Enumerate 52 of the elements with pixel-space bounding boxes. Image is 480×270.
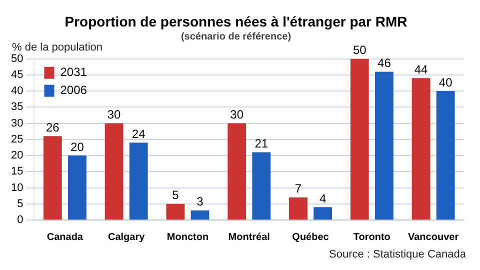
y-tick-label: 15 (10, 166, 24, 178)
y-tick-label: 25 (10, 133, 24, 146)
data-label: 44 (414, 62, 428, 76)
bar (374, 72, 394, 220)
y-tick-label: 40 (10, 85, 24, 98)
bar (104, 123, 124, 220)
legend-label: 2006 (60, 83, 88, 98)
data-label: 7 (294, 182, 302, 196)
x-tick-label: Canada (46, 232, 84, 243)
bar (228, 123, 246, 220)
legend-label: 2031 (60, 65, 88, 80)
chart-subtitle: (scénario de référence) (180, 32, 292, 43)
bar (190, 210, 210, 220)
bar (129, 142, 148, 220)
bar (252, 152, 271, 220)
data-label: 24 (132, 126, 146, 141)
y-tick-label: 50 (10, 52, 24, 65)
x-tick-label: Montréal (228, 232, 270, 243)
bar (68, 156, 86, 220)
data-label: 4 (319, 191, 326, 206)
y-tick-label: 0 (17, 214, 24, 226)
bar (436, 91, 455, 220)
data-label: 5 (172, 188, 180, 202)
y-axis-title: % de la population (12, 41, 103, 54)
bar (350, 58, 369, 220)
data-label: 3 (196, 194, 204, 209)
x-tick-label: Moncton (166, 232, 209, 243)
x-tick-label: Québec (292, 232, 330, 243)
y-tick-label: 5 (17, 198, 24, 210)
data-label: 30 (107, 108, 122, 122)
data-label: 20 (70, 140, 84, 154)
y-tick-label: 20 (10, 150, 24, 162)
source-note: Source : Statistique Canada (329, 248, 467, 261)
data-label: 50 (352, 43, 367, 58)
x-tick-label: Toronto (353, 232, 390, 243)
x-tick-label: Vancouver (408, 232, 459, 243)
data-label: 46 (378, 56, 392, 70)
data-label: 40 (438, 75, 453, 90)
y-tick-label: 35 (10, 101, 24, 114)
y-tick-label: 10 (10, 182, 24, 194)
bar (166, 204, 185, 220)
x-tick-label: Calgary (108, 232, 146, 243)
bar (412, 78, 430, 220)
y-tick-label: 30 (10, 117, 24, 130)
data-label: 30 (230, 108, 244, 122)
data-label: 26 (46, 120, 60, 134)
y-tick-label: 45 (10, 68, 24, 81)
chart-title: Proportion de personnes nées à l'étranger par RMR (64, 13, 408, 30)
bar (314, 207, 332, 220)
data-label: 21 (254, 136, 268, 151)
bar (289, 197, 308, 220)
bar (43, 136, 62, 220)
